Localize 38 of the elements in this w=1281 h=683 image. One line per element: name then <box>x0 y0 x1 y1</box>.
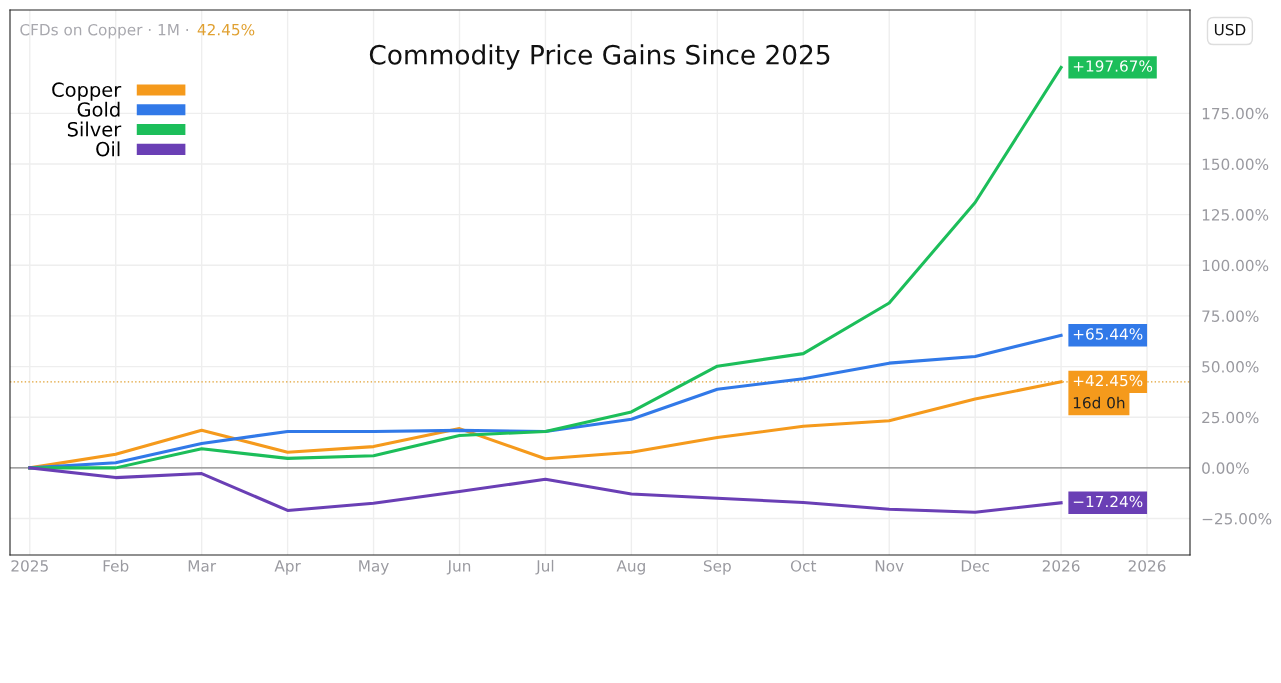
legend-label: Oil <box>96 141 120 157</box>
data-label: +197.67% <box>1073 60 1153 72</box>
x-tick-label: Nov <box>875 560 904 572</box>
y-tick-label: 125.00% <box>1202 209 1269 221</box>
legend-label: Gold <box>77 101 120 117</box>
annotation: 16d 0h <box>1073 396 1125 409</box>
data-label: +65.44% <box>1073 328 1143 340</box>
x-tick-label: 2026 <box>1042 560 1080 572</box>
x-tick-label: May <box>359 560 389 575</box>
y-tick-label: 25.00% <box>1202 411 1259 424</box>
line-series <box>28 380 1063 470</box>
x-tick-label: 2026 <box>1128 560 1166 572</box>
annotation: 42.45% <box>197 23 255 36</box>
x-tick-label: Jul <box>535 559 554 575</box>
data-label: +42.45% <box>1073 374 1143 387</box>
text: USD <box>1214 23 1246 36</box>
y-tick-label: 150.00% <box>1202 158 1269 170</box>
annotation: CFDs on Copper · 1M · <box>20 23 188 39</box>
text: Commodity Price Gains Since 2025 <box>369 44 830 70</box>
y-tick-label: −25.00% <box>1202 513 1272 525</box>
x-tick-label: Dec <box>961 560 989 572</box>
x-tick-label: Feb <box>103 559 129 572</box>
legend-label: Silver <box>67 121 122 137</box>
data-label: −17.24% <box>1073 495 1143 508</box>
x-tick-label: Aug <box>616 560 645 575</box>
x-tick-label: Sep <box>703 560 731 575</box>
y-tick-label: 75.00% <box>1202 310 1259 322</box>
y-tick-label: 0.00% <box>1202 462 1249 474</box>
x-tick-label: Oct <box>790 560 817 572</box>
x-tick-label: Apr <box>274 560 301 575</box>
y-tick-label: 100.00% <box>1202 259 1269 272</box>
x-tick-label: Jun <box>446 560 471 575</box>
x-tick-label: 2025 <box>11 560 48 572</box>
y-tick-label: 175.00% <box>1202 107 1269 120</box>
line-series <box>28 466 1063 514</box>
legend-label: Copper <box>52 82 122 101</box>
y-tick-label: 50.00% <box>1202 361 1259 373</box>
x-tick-label: Mar <box>188 560 217 572</box>
